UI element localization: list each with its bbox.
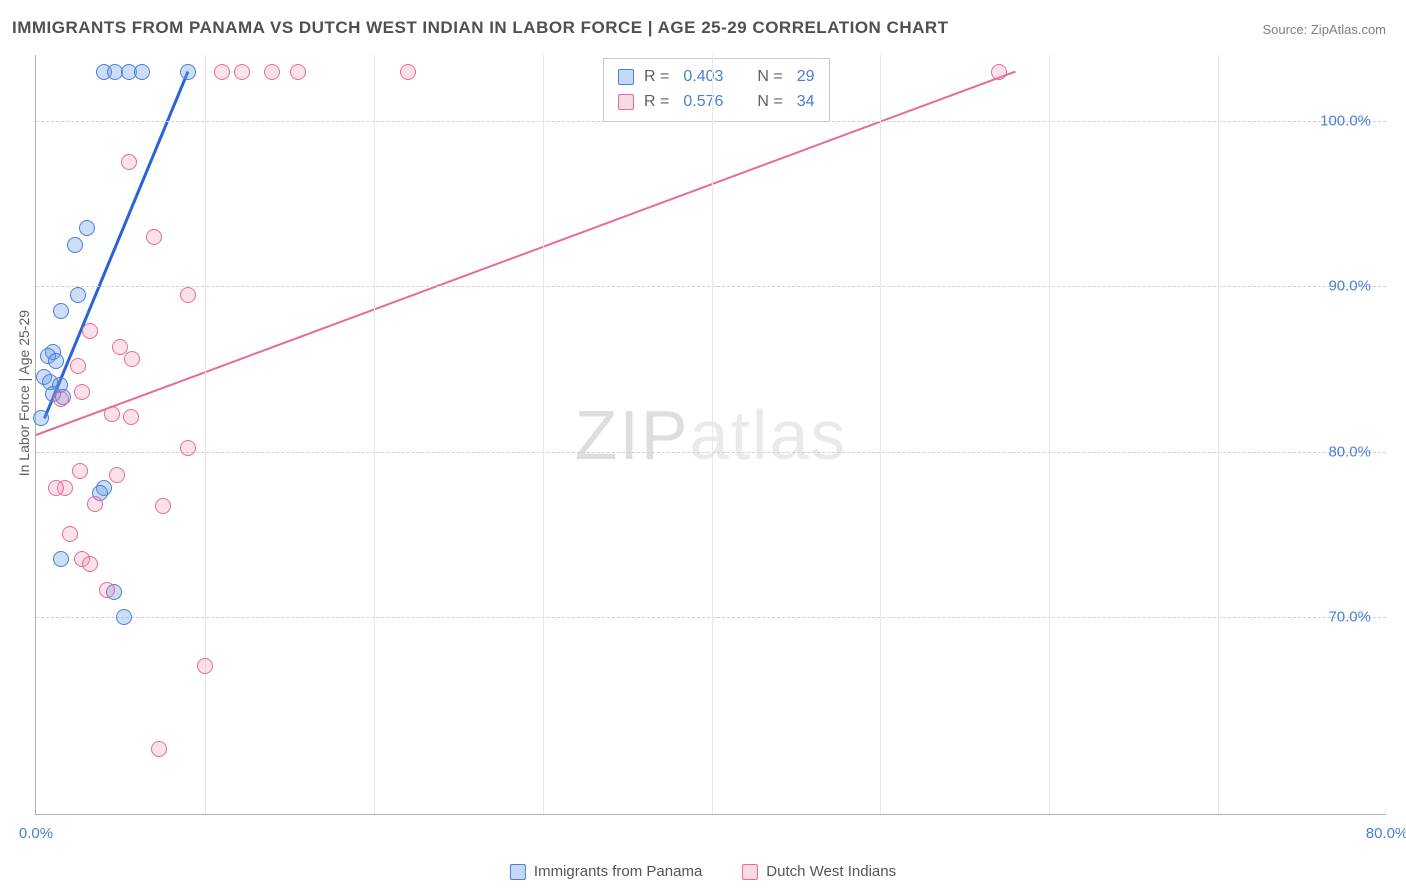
data-point <box>180 440 196 456</box>
data-point <box>180 64 196 80</box>
data-point <box>70 287 86 303</box>
data-point <box>234 64 250 80</box>
correlation-row: R = 0.576 N = 34 <box>618 90 815 115</box>
legend-swatch <box>618 94 634 110</box>
legend-item: Immigrants from Panama <box>510 863 702 880</box>
legend-label: Immigrants from Panama <box>534 863 702 880</box>
chart-plot-area: In Labor Force | Age 25-29 ZIPatlas R =0… <box>35 55 1386 815</box>
correlation-legend: R = 0.403 N = 29 R = 0.576 N = 34 <box>603 58 830 122</box>
trend-line <box>36 72 1015 435</box>
data-point <box>197 658 213 674</box>
n-label: N = <box>757 65 782 90</box>
data-point <box>87 496 103 512</box>
data-point <box>151 741 167 757</box>
data-point <box>33 410 49 426</box>
data-point <box>79 220 95 236</box>
source-label: Source: ZipAtlas.com <box>1262 22 1386 37</box>
data-point <box>123 409 139 425</box>
y-tick-label: 90.0% <box>1328 278 1371 295</box>
data-point <box>214 64 230 80</box>
y-tick-label: 70.0% <box>1328 608 1371 625</box>
data-point <box>53 391 69 407</box>
gridline-v <box>712 55 713 814</box>
y-tick-label: 80.0% <box>1328 443 1371 460</box>
data-point <box>53 551 69 567</box>
data-point <box>121 154 137 170</box>
data-point <box>146 229 162 245</box>
data-point <box>116 609 132 625</box>
x-tick-label: 80.0% <box>1366 825 1406 842</box>
data-point <box>400 64 416 80</box>
data-point <box>264 64 280 80</box>
y-axis-label: In Labor Force | Age 25-29 <box>16 309 32 475</box>
data-point <box>48 480 64 496</box>
n-value: 34 <box>797 90 815 115</box>
data-point <box>67 237 83 253</box>
r-value: 0.576 <box>683 90 723 115</box>
legend-swatch <box>742 864 758 880</box>
n-value: 29 <box>797 65 815 90</box>
gridline-v <box>543 55 544 814</box>
gridline-v <box>374 55 375 814</box>
correlation-row: R = 0.403 N = 29 <box>618 65 815 90</box>
data-point <box>53 303 69 319</box>
gridline-v <box>1218 55 1219 814</box>
data-point <box>991 64 1007 80</box>
data-point <box>109 467 125 483</box>
data-point <box>62 526 78 542</box>
n-label: N = <box>757 90 782 115</box>
data-point <box>99 582 115 598</box>
data-point <box>290 64 306 80</box>
data-point <box>72 463 88 479</box>
gridline-v <box>880 55 881 814</box>
chart-title: IMMIGRANTS FROM PANAMA VS DUTCH WEST IND… <box>12 18 949 38</box>
data-point <box>134 64 150 80</box>
legend-swatch <box>618 69 634 85</box>
watermark-prefix: ZIP <box>575 396 690 474</box>
watermark-suffix: atlas <box>690 396 848 474</box>
data-point <box>124 351 140 367</box>
legend-item: Dutch West Indians <box>742 863 896 880</box>
data-point <box>180 287 196 303</box>
data-point <box>82 323 98 339</box>
r-value: 0.403 <box>683 65 723 90</box>
x-tick-label: 0.0% <box>19 825 53 842</box>
legend-label: Dutch West Indians <box>766 863 896 880</box>
data-point <box>48 353 64 369</box>
data-point <box>155 498 171 514</box>
gridline-v <box>205 55 206 814</box>
r-label: R = <box>644 65 669 90</box>
series-legend: Immigrants from Panama Dutch West Indians <box>510 863 896 880</box>
data-point <box>82 556 98 572</box>
gridline-v <box>1049 55 1050 814</box>
legend-swatch <box>510 864 526 880</box>
data-point <box>74 384 90 400</box>
r-label: R = <box>644 90 669 115</box>
data-point <box>104 406 120 422</box>
y-tick-label: 100.0% <box>1320 113 1371 130</box>
data-point <box>70 358 86 374</box>
